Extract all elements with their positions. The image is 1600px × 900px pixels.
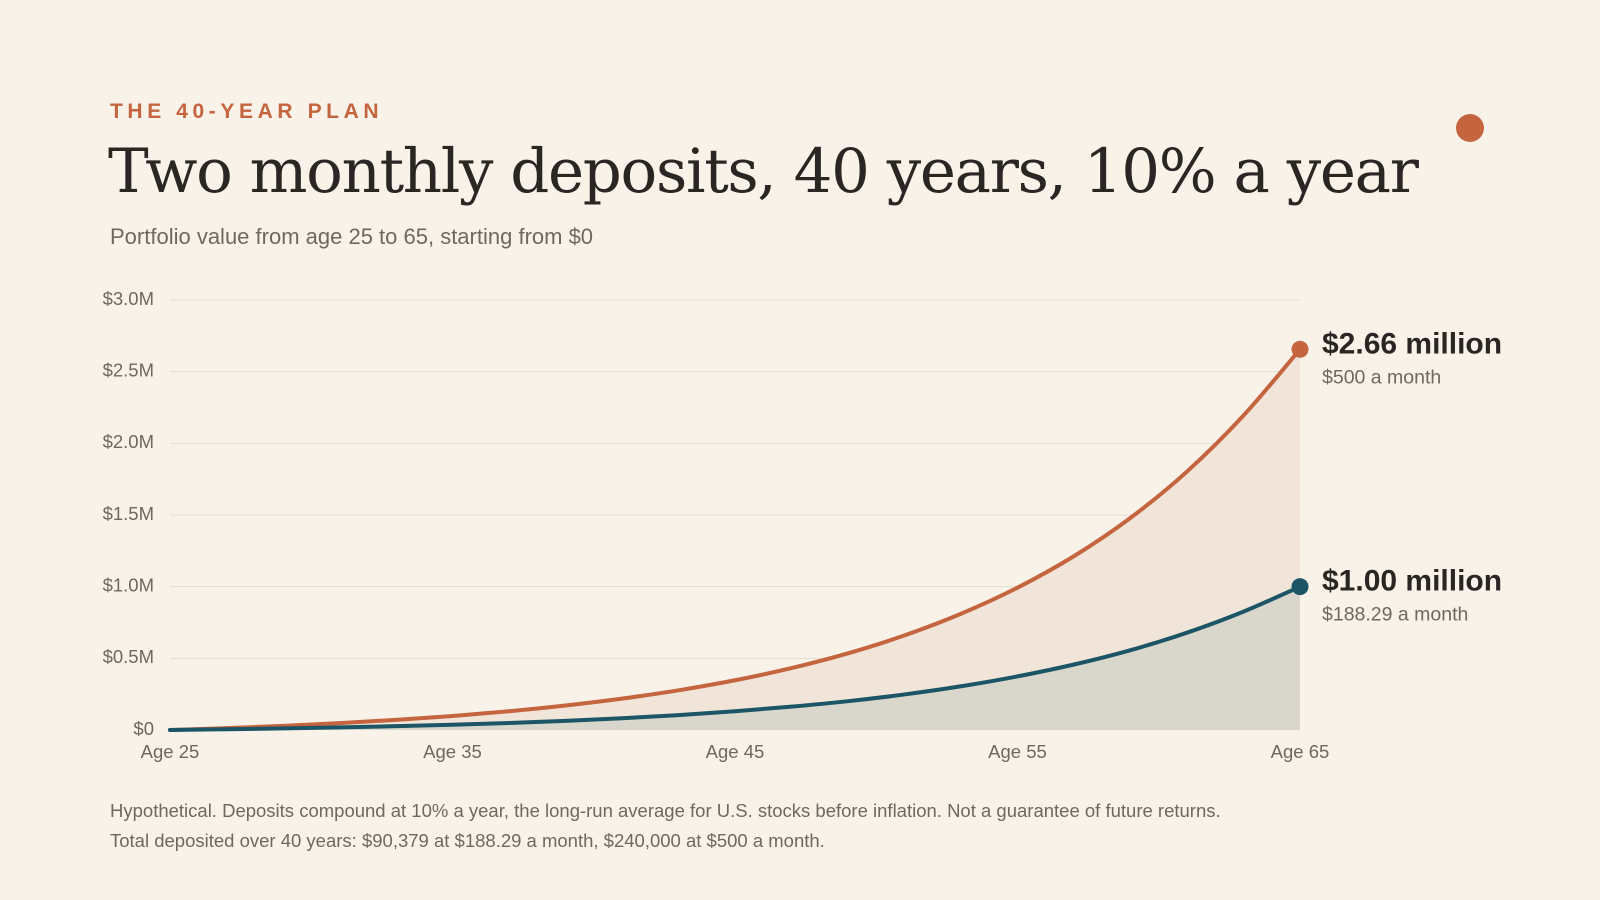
series-line-500-a-month [168, 347, 1302, 732]
area-fill-188-a-month [170, 586, 1300, 730]
chart-title: Two monthly deposits, 40 years, 10% a ye… [108, 136, 1419, 207]
end-sub-label: $188.29 a month [1322, 604, 1468, 626]
y-tick-label: $0 [133, 718, 154, 739]
series-line-188-a-month [168, 584, 1302, 732]
chart-subtitle: Portfolio value from age 25 to 65, start… [110, 224, 594, 249]
y-tick-label: $2.0M [103, 431, 154, 452]
y-tick-label: $1.5M [103, 503, 154, 524]
y-tick-label: $3.0M [103, 288, 154, 309]
end-point-marker [1291, 578, 1309, 596]
x-tick-label: Age 45 [706, 741, 765, 762]
x-tick-label: Age 35 [423, 741, 482, 762]
y-tick-label: $2.5M [103, 360, 154, 381]
x-tick-label: Age 65 [1271, 741, 1330, 762]
y-tick-label: $1.0M [103, 575, 154, 596]
end-point-marker [1291, 340, 1309, 358]
footnote-line-2: Total deposited over 40 years: $90,379 a… [110, 830, 825, 851]
end-value-label: $1.00 million [1322, 565, 1502, 598]
end-sub-label: $500 a month [1322, 366, 1441, 388]
accent-dot-icon [1456, 114, 1484, 142]
x-tick-label: Age 55 [988, 741, 1047, 762]
chart-footnote: Hypothetical. Deposits compound at 10% a… [110, 796, 1221, 856]
footnote-line-1: Hypothetical. Deposits compound at 10% a… [110, 800, 1221, 821]
y-tick-label: $0.5M [103, 646, 154, 667]
x-tick-label: Age 25 [141, 741, 200, 762]
end-value-label: $2.66 million [1322, 327, 1502, 360]
area-fill-500-a-month [170, 349, 1300, 730]
eyebrow-label: THE 40-YEAR PLAN [110, 100, 384, 123]
